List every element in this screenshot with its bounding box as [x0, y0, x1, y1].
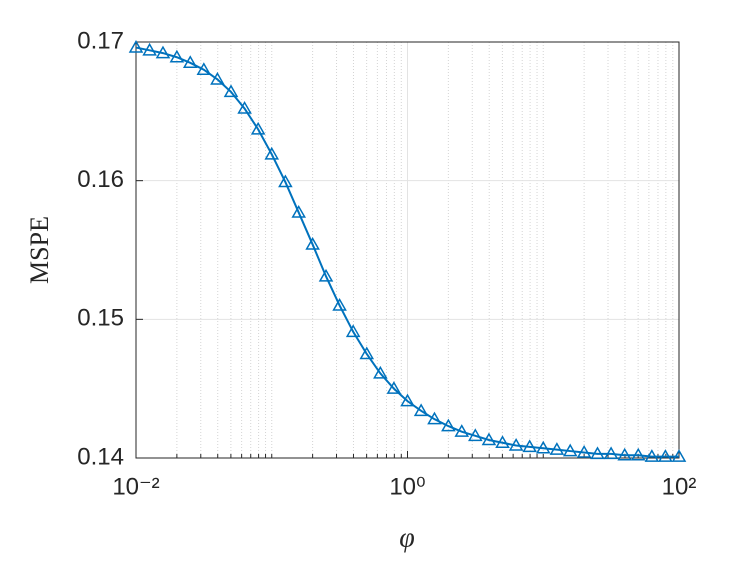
marker	[400, 393, 415, 407]
marker	[305, 236, 320, 250]
marker	[658, 449, 673, 462]
marker	[359, 346, 375, 360]
y-tick-label: 0.14	[77, 443, 124, 470]
marker	[644, 449, 660, 462]
marker	[454, 424, 470, 437]
marker	[318, 268, 334, 282]
marker	[345, 324, 361, 338]
marker	[468, 428, 483, 442]
plot-frame	[135, 41, 680, 459]
y-axis-label: MSPE	[25, 216, 54, 284]
marker	[155, 45, 171, 59]
marker	[481, 432, 497, 446]
marker	[562, 443, 578, 457]
marker	[522, 439, 537, 453]
marker	[128, 40, 144, 53]
marker	[549, 442, 565, 455]
y-tick-label: 0.16	[77, 166, 124, 193]
marker	[441, 418, 456, 432]
x-tick-label: 10⁰	[389, 473, 425, 500]
marker	[630, 447, 646, 461]
marker	[508, 438, 524, 451]
marker	[237, 101, 252, 114]
marker	[373, 365, 388, 379]
marker	[617, 447, 632, 461]
y-tick-label: 0.17	[77, 27, 124, 54]
marker	[196, 62, 212, 75]
marker	[169, 49, 185, 63]
marker	[142, 42, 157, 56]
marker	[278, 174, 293, 188]
marker	[250, 121, 266, 135]
marker	[576, 444, 592, 458]
marker	[495, 435, 510, 448]
marker	[590, 446, 605, 460]
marker	[210, 71, 225, 85]
marker	[427, 411, 442, 425]
marker	[671, 449, 687, 462]
marker	[386, 381, 402, 394]
marker	[264, 146, 280, 160]
marker	[603, 446, 619, 460]
marker	[535, 440, 551, 454]
x-axis-label: φ	[399, 522, 415, 553]
marker	[291, 205, 307, 218]
marker	[182, 55, 198, 69]
marker	[413, 403, 429, 417]
y-tick-label: 0.15	[77, 305, 124, 332]
marker	[223, 84, 239, 98]
marker	[332, 297, 347, 311]
x-tick-label: 10²	[662, 473, 697, 500]
x-tick-label: 10⁻²	[112, 473, 159, 500]
